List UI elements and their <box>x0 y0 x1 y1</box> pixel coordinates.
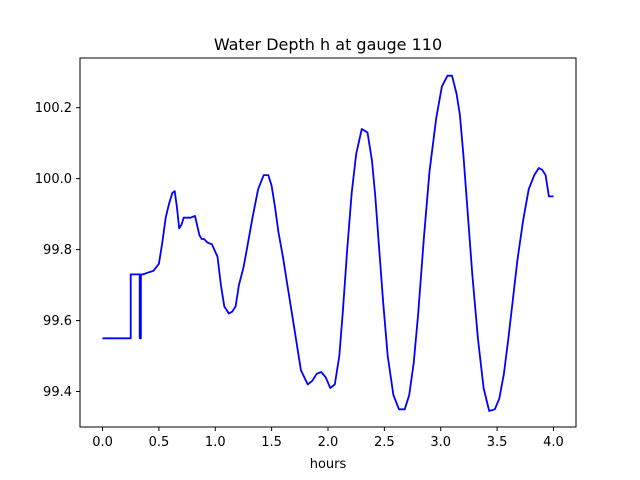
x-tick-label: 4.0 <box>543 435 564 450</box>
x-tick-label: 1.0 <box>205 435 226 450</box>
x-axis-label: hours <box>310 457 347 472</box>
series-line <box>102 74 554 412</box>
x-tick-label: 2.0 <box>318 435 339 450</box>
y-tick-label: 99.8 <box>43 243 72 258</box>
y-tick-label: 99.6 <box>43 314 72 329</box>
x-tick-label: 2.5 <box>374 435 395 450</box>
x-tick-label: 0.0 <box>92 435 113 450</box>
x-tick-label: 1.5 <box>261 435 282 450</box>
x-axis-ticks: 0.0 0.5 1.0 1.5 2.0 2.5 3.0 3.5 4.0 <box>92 427 564 450</box>
x-tick-label: 3.0 <box>430 435 451 450</box>
series-layer <box>102 74 554 412</box>
x-tick-label: 0.5 <box>149 435 170 450</box>
y-tick-label: 99.4 <box>43 385 72 400</box>
x-tick-label: 3.5 <box>487 435 508 450</box>
plot-area-frame <box>79 57 577 428</box>
y-axis-ticks: 99.4 99.6 99.8 100.0 100.2 <box>35 101 80 400</box>
y-tick-label: 100.0 <box>35 172 72 187</box>
chart-title: Water Depth h at gauge 110 <box>214 35 442 54</box>
y-tick-label: 100.2 <box>35 101 72 116</box>
